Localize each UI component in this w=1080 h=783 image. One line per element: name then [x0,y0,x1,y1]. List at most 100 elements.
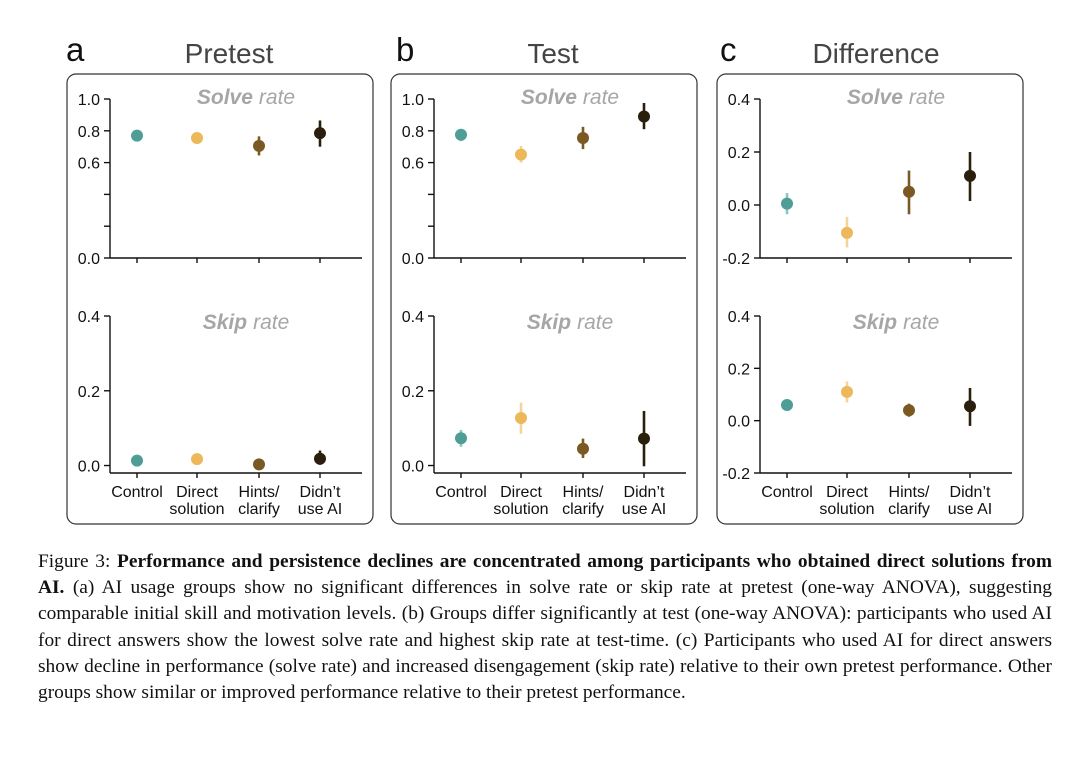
subplot-title-bold: Solve [521,86,577,109]
category-label: Didn’t [624,484,665,501]
subplot-skip: Skip rate -0.2 0.0 0.2 0.4 Control Directsoluti… [722,309,1012,518]
subplot-title-rest: rate [909,86,945,109]
subplot-title-rest: rate [903,311,939,334]
category-label: clarify [562,501,604,518]
subplot-title-rest: rate [583,86,619,109]
category-label: Didn’t [300,484,341,501]
data-point [781,398,793,411]
subplot-title-rest: rate [253,311,289,334]
y-tick-label: 0.4 [728,309,750,326]
y-tick-label: 0.4 [728,92,750,109]
panel-letter: b [396,31,414,68]
category-label: use AI [622,501,666,518]
data-point [131,454,143,467]
y-tick-label: 0.8 [402,124,424,141]
subplot-title: Solve rate [197,86,295,109]
y-tick-label: 0.0 [78,251,100,268]
data-point [314,127,326,140]
panel-letter: c [720,31,737,68]
y-tick-label: 0.2 [728,361,750,378]
data-point [903,185,915,198]
panel-letter: a [66,31,85,68]
data-point [577,131,589,144]
figure-caption: Figure 3: Performance and persistence de… [38,549,1052,706]
panel-title: Test [527,38,579,69]
y-tick-label: 0.6 [78,156,100,173]
y-tick-label: 0.0 [402,251,424,268]
data-point [314,452,326,465]
y-tick-label: 1.0 [402,92,424,109]
panel-frame [716,73,1024,525]
category-label: clarify [238,501,280,518]
caption-body: (a) AI usage groups show no significant … [38,577,1052,704]
data-point [455,128,467,141]
panel-frame [66,73,374,525]
subplot-title: Solve rate [521,86,619,109]
category-label: clarify [888,501,930,518]
subplot-solve: Solve rate -0.2 0.0 0.2 0.4 [722,86,1012,268]
y-tick-label: -0.2 [722,466,750,483]
data-point [455,432,467,445]
subplot-title-rest: rate [577,311,613,334]
category-label: solution [169,501,224,518]
data-point [191,131,203,144]
subplot-title-bold: Solve [847,86,903,109]
subplot-title-bold: Skip [203,311,248,334]
y-tick-label: 0.0 [728,414,750,431]
panel-title: Difference [812,38,939,69]
data-point [841,385,853,398]
category-label: Control [435,484,487,501]
data-point [191,453,203,466]
data-point [638,432,650,445]
data-point [781,197,793,210]
y-tick-label: 0.0 [402,459,424,476]
category-label: solution [819,501,874,518]
y-tick-label: 0.8 [78,124,100,141]
category-label: use AI [298,501,342,518]
y-tick-label: 0.4 [78,309,100,326]
y-tick-label: 0.0 [728,198,750,215]
y-tick-label: 0.2 [402,384,424,401]
panel-title: Pretest [185,38,274,69]
data-point [253,139,265,152]
data-point [515,148,527,161]
y-tick-label: 1.0 [78,92,100,109]
data-point [903,404,915,417]
subplot-title-bold: Solve [197,86,253,109]
y-tick-label: -0.2 [722,251,750,268]
category-label: Hints/ [889,484,930,501]
y-tick-label: 0.2 [728,145,750,162]
category-label: Hints/ [239,484,280,501]
data-point [253,458,265,471]
caption-bold: Performance and persistence declines are… [38,551,1052,599]
subplot-title-bold: Skip [853,311,898,334]
caption-label: Figure 3: [38,551,111,572]
category-label: solution [493,501,548,518]
category-label: Control [111,484,163,501]
data-point [577,442,589,455]
category-label: Direct [500,484,542,501]
y-tick-label: 0.6 [402,156,424,173]
subplot-title-bold: Skip [527,311,572,334]
subplot-title: Skip rate [203,311,290,334]
data-point [964,169,976,182]
category-label: Direct [826,484,868,501]
y-tick-label: 0.4 [402,309,424,326]
subplot-title: Skip rate [853,311,940,334]
subplot-solve: Solve rate 0.0 0.6 0.8 1.0 [402,86,686,268]
category-label: Control [761,484,813,501]
category-label: Hints/ [563,484,604,501]
subplot-solve: Solve rate 0.0 0.6 0.8 1.0 [78,86,362,268]
panel-frame [390,73,698,525]
subplot-title-rest: rate [259,86,295,109]
y-tick-label: 0.2 [78,384,100,401]
data-point [841,226,853,239]
data-point [964,400,976,413]
category-label: Didn’t [950,484,991,501]
